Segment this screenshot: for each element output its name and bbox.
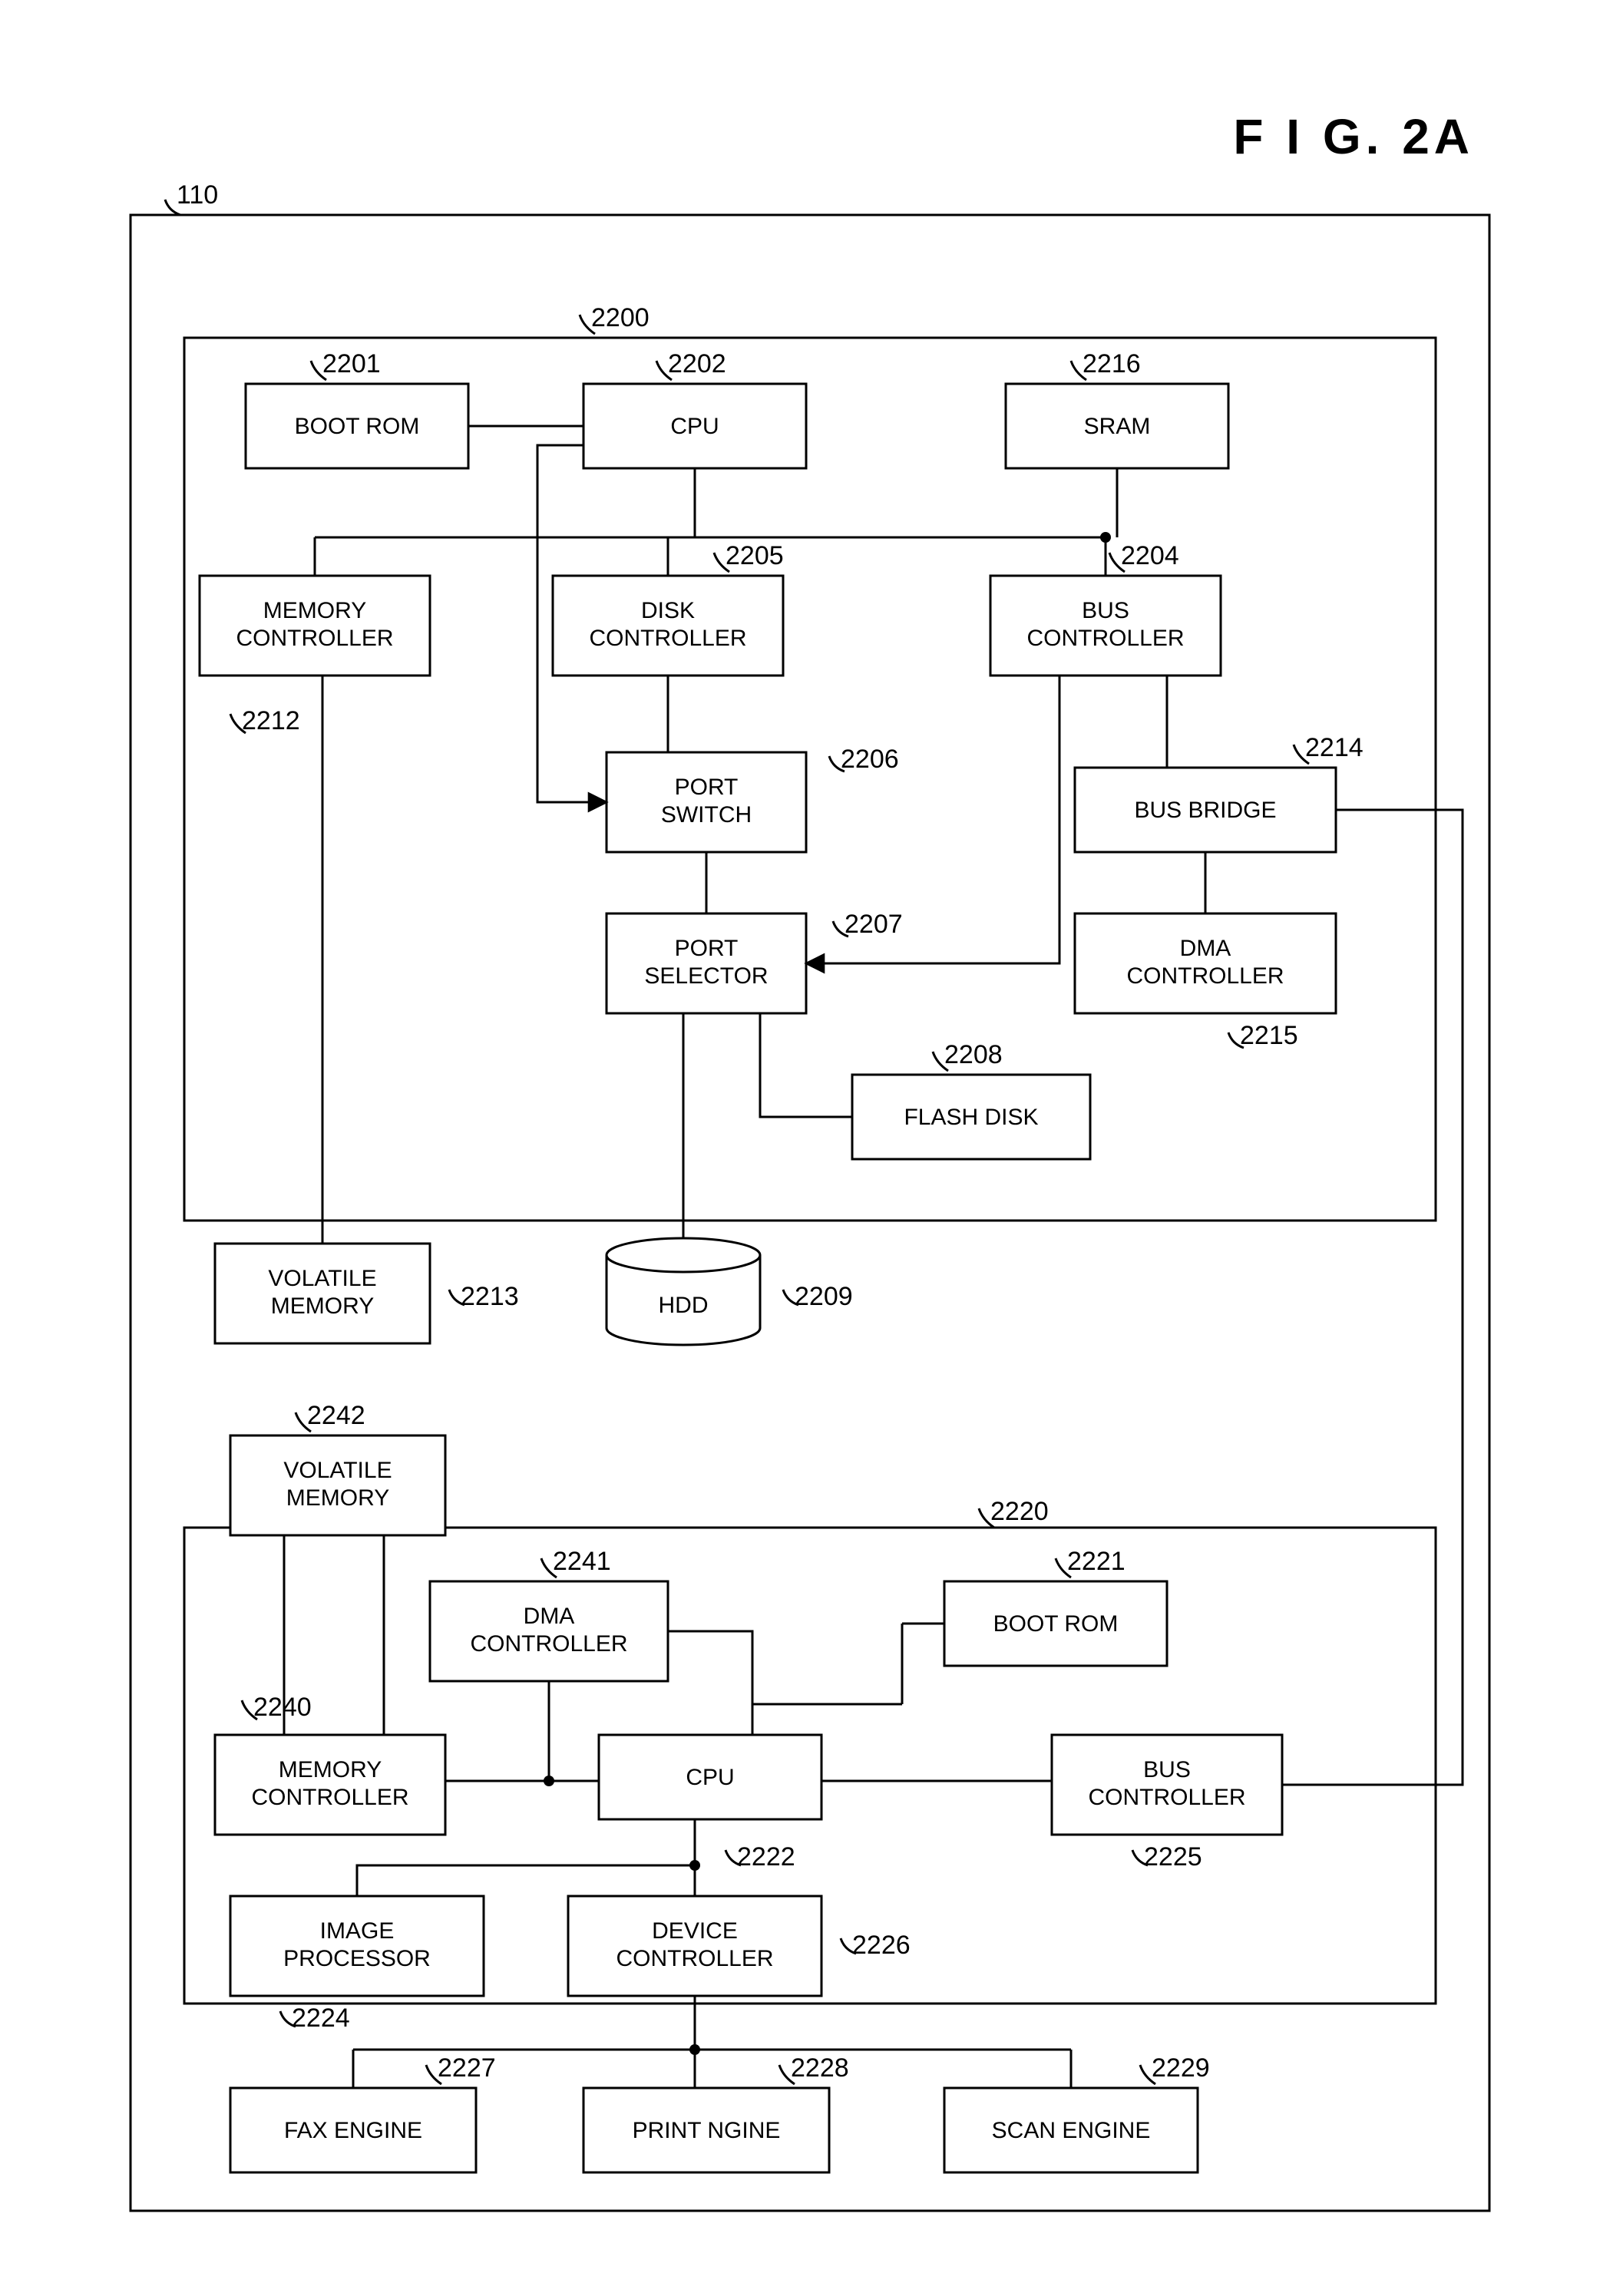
ref-2241: 2241 xyxy=(553,1547,611,1576)
ref-2227: 2227 xyxy=(438,2053,496,2083)
svg-text:FLASH DISK: FLASH DISK xyxy=(904,1105,1038,1130)
svg-text:HDD: HDD xyxy=(659,1293,709,1318)
svg-text:BOOT ROM: BOOT ROM xyxy=(993,1611,1119,1637)
node-cpu-1: CPU xyxy=(583,384,806,468)
ref-2213: 2213 xyxy=(461,1282,519,1311)
svg-text:SCAN ENGINE: SCAN ENGINE xyxy=(992,2118,1151,2143)
svg-text:FAX ENGINE: FAX ENGINE xyxy=(284,2118,422,2143)
ref-2214: 2214 xyxy=(1305,733,1364,762)
ref-2215: 2215 xyxy=(1240,1021,1298,1050)
node-boot-rom-2: BOOT ROM xyxy=(944,1581,1167,1666)
ref-2207: 2207 xyxy=(845,910,903,939)
ref-2204: 2204 xyxy=(1121,541,1179,570)
ref-2202: 2202 xyxy=(668,349,726,378)
node-disk-controller: DISKCONTROLLER xyxy=(553,576,783,676)
ref-2226: 2226 xyxy=(852,1931,911,1960)
ref-2205: 2205 xyxy=(726,541,784,570)
node-dma-controller-1: DMACONTROLLER xyxy=(1075,913,1336,1013)
ref-2228: 2228 xyxy=(791,2053,849,2083)
node-volatile-memory-2: VOLATILEMEMORY xyxy=(230,1435,445,1535)
ref-2216: 2216 xyxy=(1083,349,1141,378)
ref-2222: 2222 xyxy=(737,1842,795,1871)
node-cpu-2: CPU xyxy=(599,1735,821,1819)
node-port-switch: PORTSWITCH xyxy=(607,752,806,852)
node-scan-engine: SCAN ENGINE xyxy=(944,2088,1198,2172)
node-volatile-memory-1: VOLATILEMEMORY xyxy=(215,1244,430,1343)
ref-2221: 2221 xyxy=(1067,1547,1126,1576)
node-sram: SRAM xyxy=(1006,384,1228,468)
figure-title: F I G. 2A xyxy=(1233,109,1474,164)
node-memory-controller-1: MEMORYCONTROLLER xyxy=(200,576,430,676)
ref-2240: 2240 xyxy=(253,1693,312,1722)
node-device-controller: DEVICECONTROLLER xyxy=(568,1896,821,1996)
ref-2201: 2201 xyxy=(322,349,381,378)
ref-2229: 2229 xyxy=(1152,2053,1210,2083)
node-boot-rom-1: BOOT ROM xyxy=(246,384,468,468)
ref-2212: 2212 xyxy=(242,706,300,735)
ref-2224: 2224 xyxy=(292,2004,350,2033)
ref-2209: 2209 xyxy=(795,1282,853,1311)
svg-text:BOOT ROM: BOOT ROM xyxy=(295,414,420,439)
node-bus-bridge: BUS BRIDGE xyxy=(1075,768,1336,852)
ref-110: 110 xyxy=(177,180,218,210)
ref-2208: 2208 xyxy=(944,1040,1003,1069)
node-dma-controller-2: DMACONTROLLER xyxy=(430,1581,668,1681)
node-bus-controller-1: BUSCONTROLLER xyxy=(990,576,1221,676)
node-fax-engine: FAX ENGINE xyxy=(230,2088,476,2172)
node-flash-disk: FLASH DISK xyxy=(852,1075,1090,1159)
node-port-selector: PORTSELECTOR xyxy=(607,913,806,1013)
ref-2242: 2242 xyxy=(307,1401,365,1430)
svg-text:CPU: CPU xyxy=(686,1765,734,1790)
svg-text:SRAM: SRAM xyxy=(1084,414,1151,439)
ref-2200: 2200 xyxy=(591,303,650,332)
svg-text:PRINT NGINE: PRINT NGINE xyxy=(633,2118,781,2143)
ref-2220: 2220 xyxy=(990,1497,1049,1526)
ref-2206: 2206 xyxy=(841,745,899,774)
node-print-engine: PRINT NGINE xyxy=(583,2088,829,2172)
svg-text:CPU: CPU xyxy=(670,414,719,439)
node-memory-controller-2: MEMORYCONTROLLER xyxy=(215,1735,445,1835)
node-bus-controller-2: BUSCONTROLLER xyxy=(1052,1735,1282,1835)
ref-2225: 2225 xyxy=(1144,1842,1202,1871)
svg-text:BUS BRIDGE: BUS BRIDGE xyxy=(1134,798,1276,823)
node-image-processor: IMAGEPROCESSOR xyxy=(230,1896,484,1996)
